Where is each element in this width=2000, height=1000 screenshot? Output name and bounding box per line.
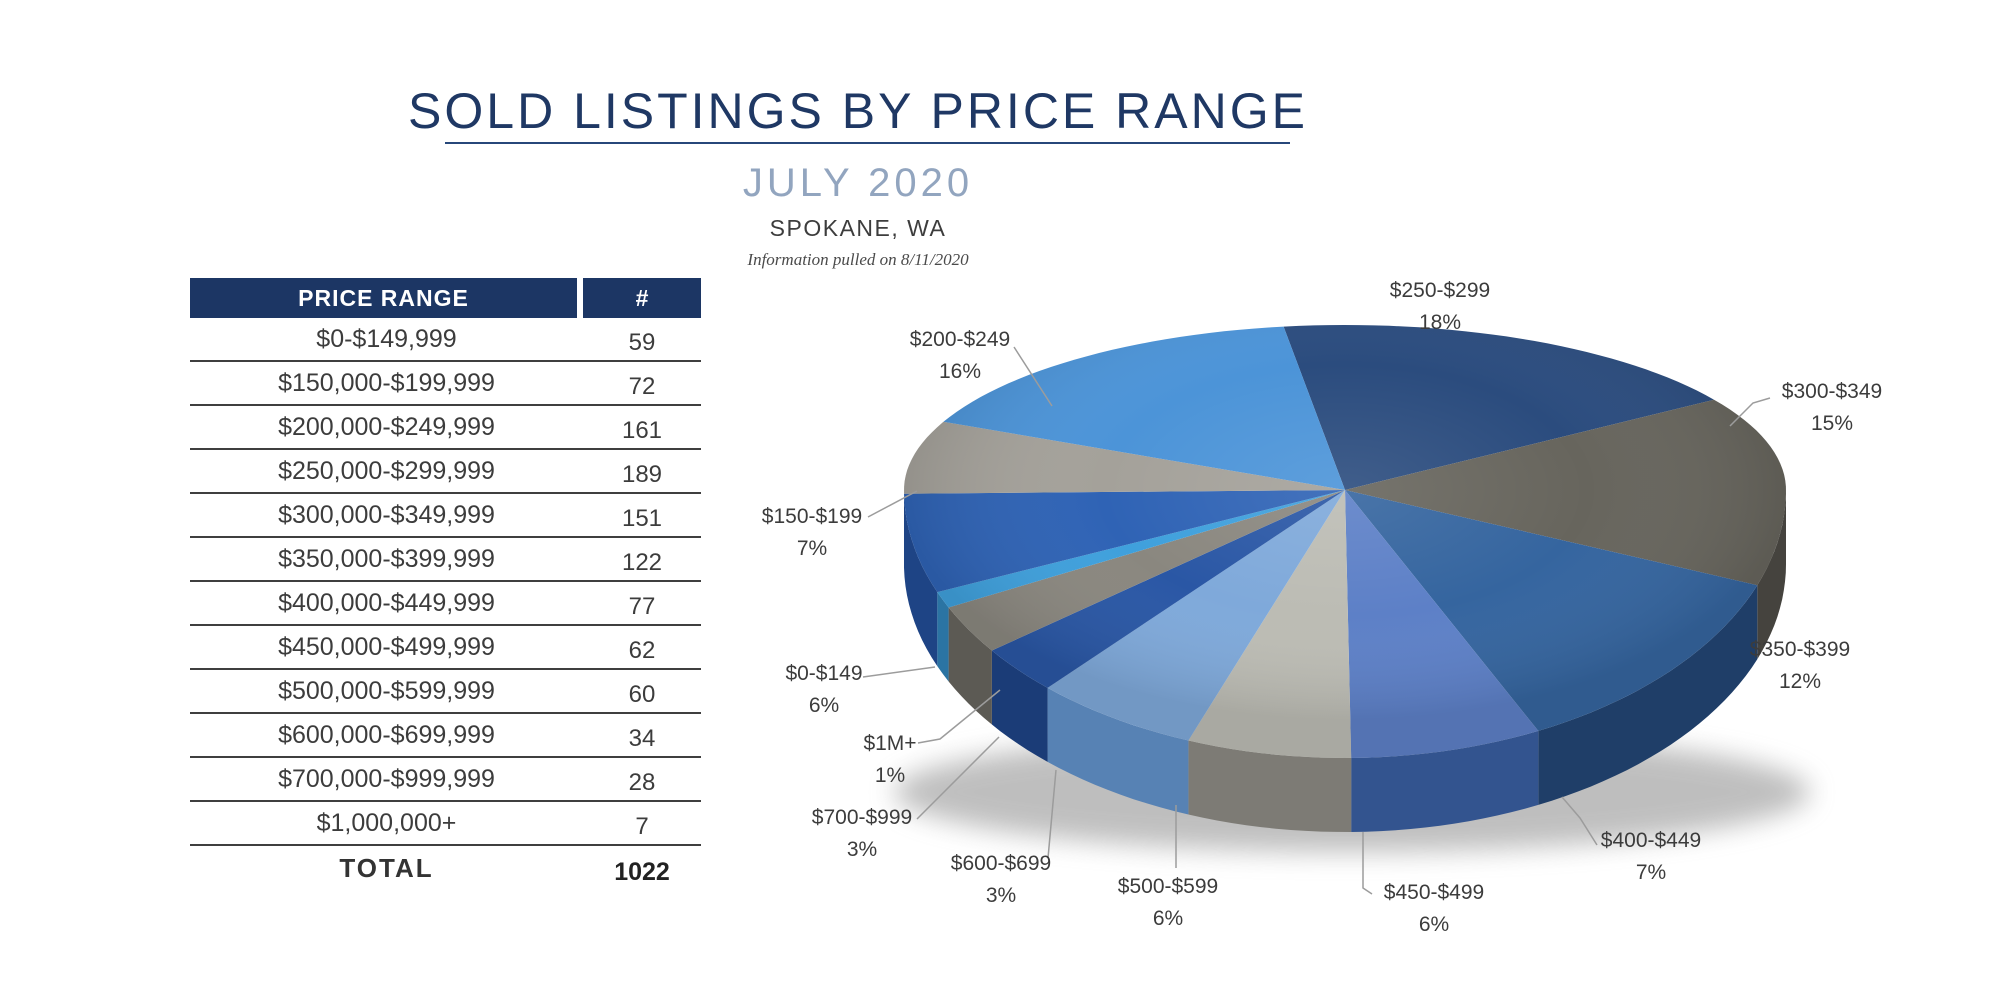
table-row: $0-$149,999 59: [190, 318, 701, 362]
pie-slice-side--500-599: [1047, 687, 1189, 815]
pie-slice-side--600-699: [991, 650, 1048, 762]
table-row: $250,000-$299,999 189: [190, 450, 701, 494]
leader-line--600-699: [1047, 769, 1057, 859]
table-row: $500,000-$599,999 60: [190, 670, 701, 714]
price-range-cell: $700,000-$999,999: [278, 764, 495, 793]
pie-slice-side--1m-: [937, 592, 949, 682]
pie-slice-side--450-499: [1188, 740, 1352, 832]
table-row: $700,000-$999,999 28: [190, 758, 701, 802]
table-header-price-range: PRICE RANGE: [190, 278, 577, 318]
count-cell: 60: [628, 681, 656, 708]
table-row: $1,000,000+ 7: [190, 802, 701, 846]
price-range-cell: $200,000-$249,999: [278, 412, 495, 441]
price-range-cell: $450,000-$499,999: [278, 632, 495, 661]
price-range-cell: $500,000-$599,999: [278, 676, 495, 705]
table-total-row: TOTAL 1022: [190, 846, 701, 890]
table-row: $600,000-$699,999 34: [190, 714, 701, 758]
count-cell: 34: [628, 725, 656, 752]
count-cell: 151: [621, 505, 663, 532]
leader-line--150-199: [867, 490, 918, 518]
price-range-cell: $250,000-$299,999: [278, 456, 495, 485]
leader-line--400-449: [1561, 796, 1598, 846]
table-body: $0-$149,999 59 $150,000-$199,999 72 $200,000…: [190, 318, 701, 846]
leader-line--300-349: [1729, 397, 1771, 427]
count-cell: 72: [628, 373, 656, 400]
table-row: $150,000-$199,999 72: [190, 362, 701, 406]
page-title: SOLD LISTINGS BY PRICE RANGE: [408, 83, 1308, 139]
pie-top-sheen: [904, 325, 1786, 758]
table-row: $200,000-$249,999 161: [190, 406, 701, 450]
pie-slice-side--700-999: [948, 607, 992, 725]
count-cell: 161: [621, 417, 663, 444]
pie-3d-group: [862, 325, 1810, 895]
total-label: TOTAL: [339, 852, 434, 883]
pie-slice-side--300-349: [1757, 490, 1786, 660]
table-header-row: PRICE RANGE #: [190, 278, 701, 318]
table-header-gap: [577, 278, 583, 318]
leader-line--1m-: [917, 689, 1001, 744]
pie-slice-side--400-449: [1351, 730, 1539, 832]
leader-line--200-249: [1013, 346, 1053, 407]
price-range-cell: $300,000-$349,999: [278, 500, 495, 529]
price-range-cell: $600,000-$699,999: [278, 720, 495, 749]
table-row: $400,000-$449,999 77: [190, 582, 701, 626]
price-range-cell: $150,000-$199,999: [278, 368, 495, 397]
leader-line--450-499: [1362, 832, 1373, 895]
title-underline: [445, 142, 1290, 144]
table-header-count: #: [583, 278, 701, 318]
price-range-cell: $1,000,000+: [316, 808, 457, 837]
report-period: JULY 2020: [742, 161, 974, 205]
total-value: 1022: [614, 857, 670, 886]
count-cell: 62: [628, 637, 656, 664]
price-range-cell: $0-$149,999: [316, 324, 457, 353]
pie-slice-side--350-399: [1538, 585, 1758, 805]
price-range-cell: $400,000-$449,999: [278, 588, 495, 617]
leader-line--700-999: [916, 736, 1000, 820]
count-cell: 59: [628, 329, 656, 356]
table-row: $350,000-$399,999 122: [190, 538, 701, 582]
count-cell: 28: [628, 769, 656, 796]
leader-line--0-149: [862, 666, 936, 678]
report-location: SPOKANE, WA: [769, 215, 947, 241]
info-note: Information pulled on 8/11/2020: [747, 250, 969, 269]
price-range-cell: $350,000-$399,999: [278, 544, 495, 573]
price-range-table: PRICE RANGE # $0-$149,999 59 $150,000-$199…: [190, 278, 701, 890]
pie-slice-side--0-149: [904, 493, 938, 667]
count-cell: 189: [621, 461, 663, 488]
count-cell: 122: [621, 549, 663, 576]
count-cell: 7: [635, 813, 649, 840]
table-row: $450,000-$499,999 62: [190, 626, 701, 670]
table-row: $300,000-$349,999 151: [190, 494, 701, 538]
count-cell: 77: [628, 593, 656, 620]
